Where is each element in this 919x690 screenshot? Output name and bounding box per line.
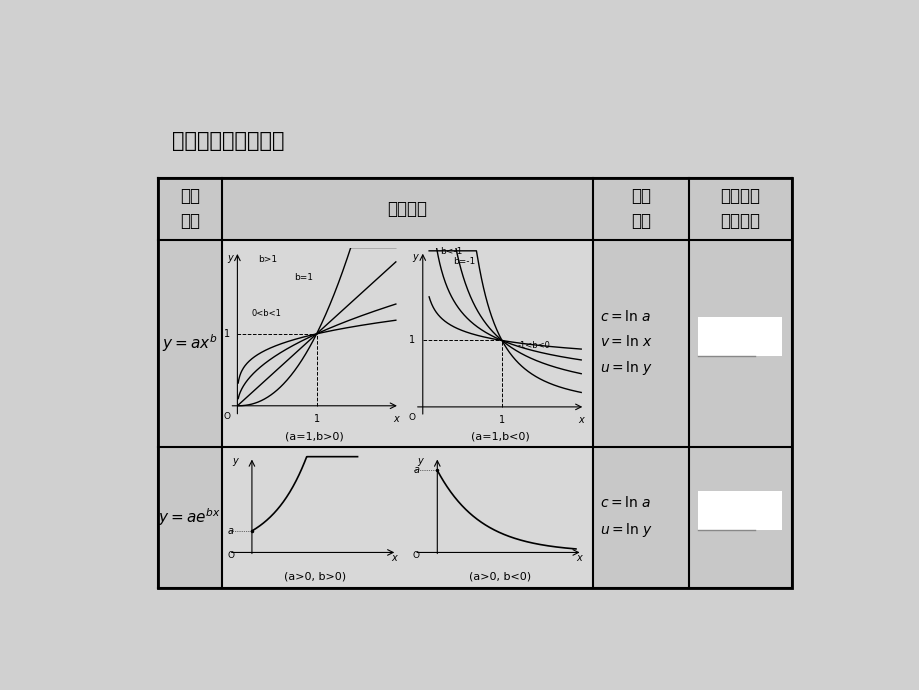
Text: a: a	[228, 526, 233, 536]
Text: $y=ax^b$: $y=ax^b$	[162, 333, 218, 354]
Text: y: y	[227, 253, 233, 264]
Text: x: x	[578, 415, 584, 426]
Text: 1: 1	[498, 415, 505, 426]
Text: b=1: b=1	[294, 273, 313, 282]
Text: a: a	[413, 465, 419, 475]
Text: b<-1: b<-1	[439, 247, 462, 256]
Text: 1: 1	[409, 335, 415, 346]
Text: x: x	[392, 413, 398, 424]
Bar	[697, 491, 781, 531]
Text: y: y	[232, 455, 238, 466]
Text: x: x	[575, 553, 582, 563]
Text: (a=1,b>0): (a=1,b>0)	[285, 431, 344, 441]
Text: 1: 1	[313, 413, 319, 424]
Text: 变换
公式: 变换 公式	[630, 188, 650, 230]
Text: y: y	[412, 253, 418, 262]
Text: $c=\ln\,a$
$u=\ln\,y$: $c=\ln\,a$ $u=\ln\,y$	[599, 495, 652, 539]
Bar	[158, 179, 791, 588]
Text: $c=\ln\,a$
$v=\ln\,x$
$u=\ln\,y$: $c=\ln\,a$ $v=\ln\,x$ $u=\ln\,y$	[599, 309, 652, 377]
Text: (a=1,b<0): (a=1,b<0)	[471, 431, 528, 441]
Text: O: O	[223, 412, 231, 421]
Text: $y=ae^{bx}$: $y=ae^{bx}$	[158, 506, 221, 528]
Text: y: y	[417, 455, 423, 466]
Bar	[221, 239, 592, 446]
Text: 0<b<1: 0<b<1	[252, 309, 281, 318]
Text: b>1: b>1	[257, 255, 277, 264]
Text: 曲线图形: 曲线图形	[387, 200, 426, 218]
Bar	[697, 317, 781, 357]
Text: 曲线
方程: 曲线 方程	[180, 188, 199, 230]
Text: 1: 1	[224, 329, 230, 339]
Text: (a>0, b<0): (a>0, b<0)	[469, 572, 530, 582]
Bar	[221, 446, 592, 588]
Text: x: x	[391, 553, 396, 563]
Text: 二、非线性回归方程: 二、非线性回归方程	[172, 131, 284, 151]
Text: (a>0, b>0): (a>0, b>0)	[283, 572, 346, 582]
Text: O: O	[227, 551, 234, 560]
Text: O: O	[409, 413, 415, 422]
Text: b=-1: b=-1	[452, 257, 474, 266]
Text: O: O	[413, 551, 419, 560]
Text: -1<b<0: -1<b<0	[517, 342, 550, 351]
Text: 变换后的
线性函数: 变换后的 线性函数	[720, 188, 760, 230]
